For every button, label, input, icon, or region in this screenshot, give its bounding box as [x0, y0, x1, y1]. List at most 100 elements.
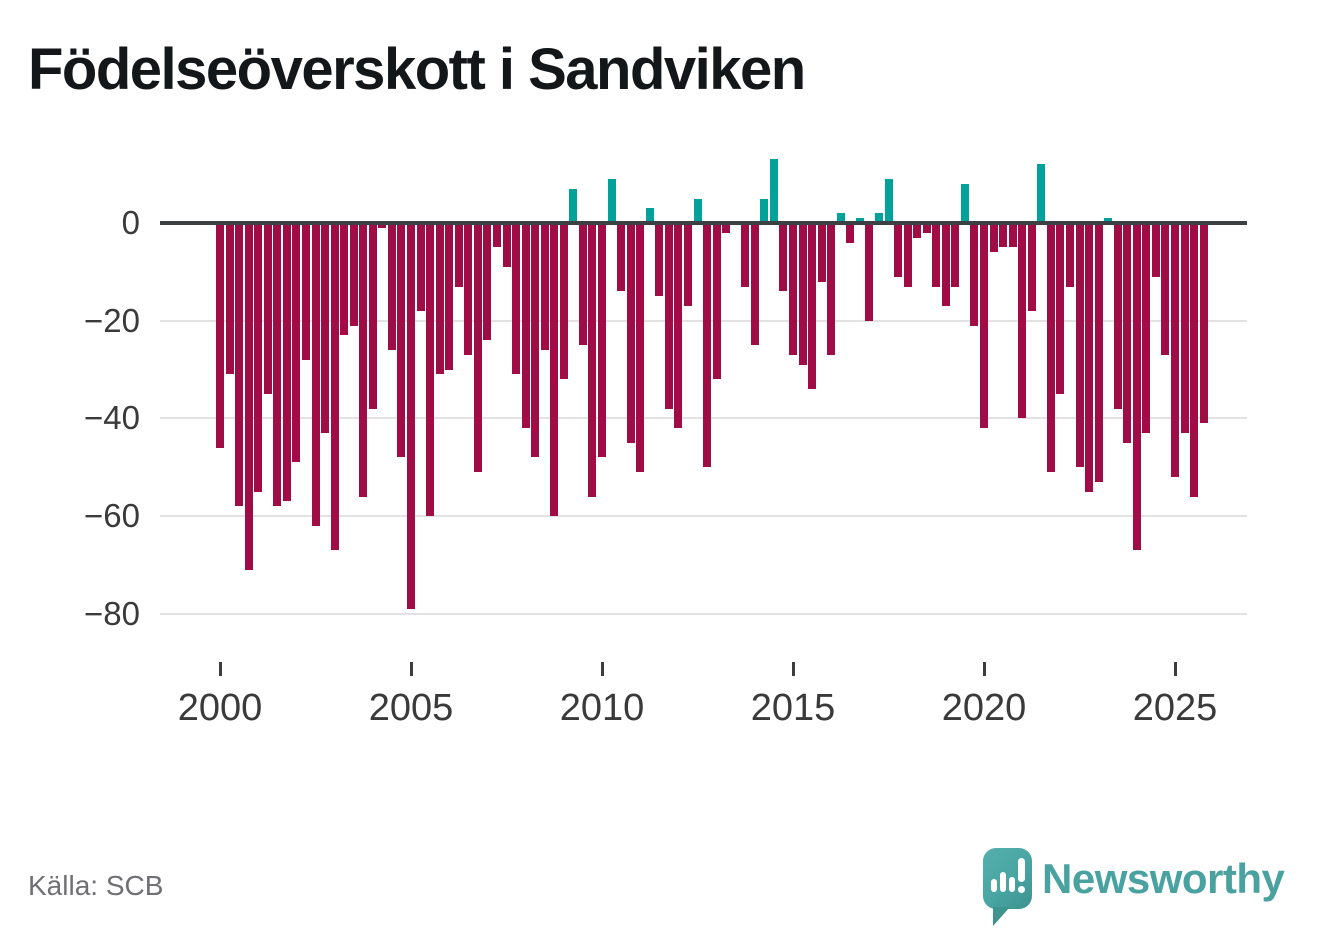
bar-negative	[779, 223, 788, 292]
y-axis-tick-label: −40	[84, 399, 140, 437]
x-axis-tick-label: 2020	[941, 687, 1027, 729]
bar-negative	[378, 223, 387, 228]
bar-negative	[970, 223, 979, 326]
bar-negative	[703, 223, 712, 468]
bar-positive	[569, 188, 578, 223]
bar-negative	[894, 223, 903, 277]
bar-negative	[426, 223, 435, 517]
x-axis-tick-mark	[218, 662, 222, 676]
bar-negative	[368, 223, 377, 409]
bar-negative	[435, 223, 444, 375]
x-axis-tick-label: 2015	[750, 687, 836, 729]
bar-positive	[760, 198, 769, 223]
bar-negative	[454, 223, 463, 287]
bar-negative	[578, 223, 587, 346]
bar-positive	[1037, 164, 1046, 223]
bar-negative	[235, 223, 244, 507]
bar-negative	[1085, 223, 1094, 492]
logo-bar-icon	[991, 879, 997, 892]
bar-positive	[769, 159, 778, 223]
bar-negative	[951, 223, 960, 287]
bar-negative	[932, 223, 941, 287]
bar-negative	[922, 223, 931, 233]
bar-negative	[1075, 223, 1084, 468]
bar-negative	[989, 223, 998, 253]
bar-negative	[254, 223, 263, 492]
bar-negative	[416, 223, 425, 311]
bar-positive	[645, 208, 654, 223]
bar-positive	[607, 179, 616, 223]
bar-negative	[521, 223, 530, 429]
x-axis-tick-label: 2000	[177, 687, 263, 729]
y-gridline	[160, 612, 1247, 615]
bar-negative	[1161, 223, 1170, 355]
x-axis-tick-mark	[791, 662, 795, 676]
bar-negative	[750, 223, 759, 346]
x-axis-tick-label: 2005	[368, 687, 454, 729]
bar-positive	[836, 213, 845, 223]
bar-negative	[340, 223, 349, 336]
bar-negative	[903, 223, 912, 287]
bar-negative	[664, 223, 673, 409]
bar-positive	[1104, 218, 1113, 223]
bar-negative	[1199, 223, 1208, 424]
y-gridline	[160, 515, 1247, 518]
x-axis-tick-mark	[409, 662, 413, 676]
bar-negative	[263, 223, 272, 394]
bar-negative	[531, 223, 540, 458]
bar-negative	[1142, 223, 1151, 434]
bar-negative	[1018, 223, 1027, 419]
bar-negative	[1132, 223, 1141, 551]
bar-negative	[407, 223, 415, 609]
bar-negative	[980, 223, 988, 429]
bar-negative	[550, 223, 559, 517]
logo-exclamation-dot-icon	[1018, 886, 1025, 893]
bar-negative	[846, 223, 855, 243]
bar-negative	[1171, 223, 1179, 478]
logo-exclamation-icon	[1018, 858, 1025, 882]
bar-negative	[397, 223, 406, 458]
bar-negative	[827, 223, 836, 355]
source-note: Källa: SCB	[28, 870, 164, 901]
x-axis-tick-label: 2010	[559, 687, 645, 729]
bar-negative	[512, 223, 521, 375]
chart-title: Födelseöverskott i Sandviken	[28, 37, 806, 102]
bar-negative	[349, 223, 358, 326]
bar-negative	[1190, 223, 1199, 497]
bar-positive	[960, 183, 969, 223]
bar-negative	[817, 223, 826, 282]
bar-negative	[483, 223, 492, 341]
x-axis-tick-mark	[1173, 662, 1177, 676]
bar-negative	[1065, 223, 1074, 287]
bar-negative	[445, 223, 454, 370]
bar-negative	[473, 223, 482, 473]
bar-negative	[636, 223, 645, 473]
y-axis-tick-label: 0	[121, 204, 140, 241]
bar-negative	[741, 223, 750, 287]
bar-negative	[225, 223, 234, 375]
bar-negative	[321, 223, 330, 434]
newsworthy-branding: Newsworthy	[983, 848, 1313, 938]
bar-positive	[874, 213, 883, 223]
bar-negative	[502, 223, 511, 267]
bar-negative	[1027, 223, 1036, 311]
bar-negative	[216, 223, 224, 448]
bar-negative	[1123, 223, 1132, 443]
y-axis-tick-label: −20	[84, 301, 140, 339]
bar-negative	[244, 223, 253, 570]
bar-negative	[301, 223, 310, 360]
x-axis-tick-mark	[982, 662, 986, 676]
bar-negative	[359, 223, 368, 497]
bar-negative	[387, 223, 396, 350]
bar-negative	[311, 223, 320, 526]
bar-negative	[1151, 223, 1160, 277]
y-axis-tick-label: −80	[84, 594, 140, 632]
bar-negative	[1008, 223, 1017, 248]
bar-negative	[798, 223, 807, 365]
bar-negative	[808, 223, 817, 390]
bar-negative	[913, 223, 922, 238]
bar-negative	[598, 223, 606, 458]
speech-bubble-tail	[993, 907, 1010, 926]
